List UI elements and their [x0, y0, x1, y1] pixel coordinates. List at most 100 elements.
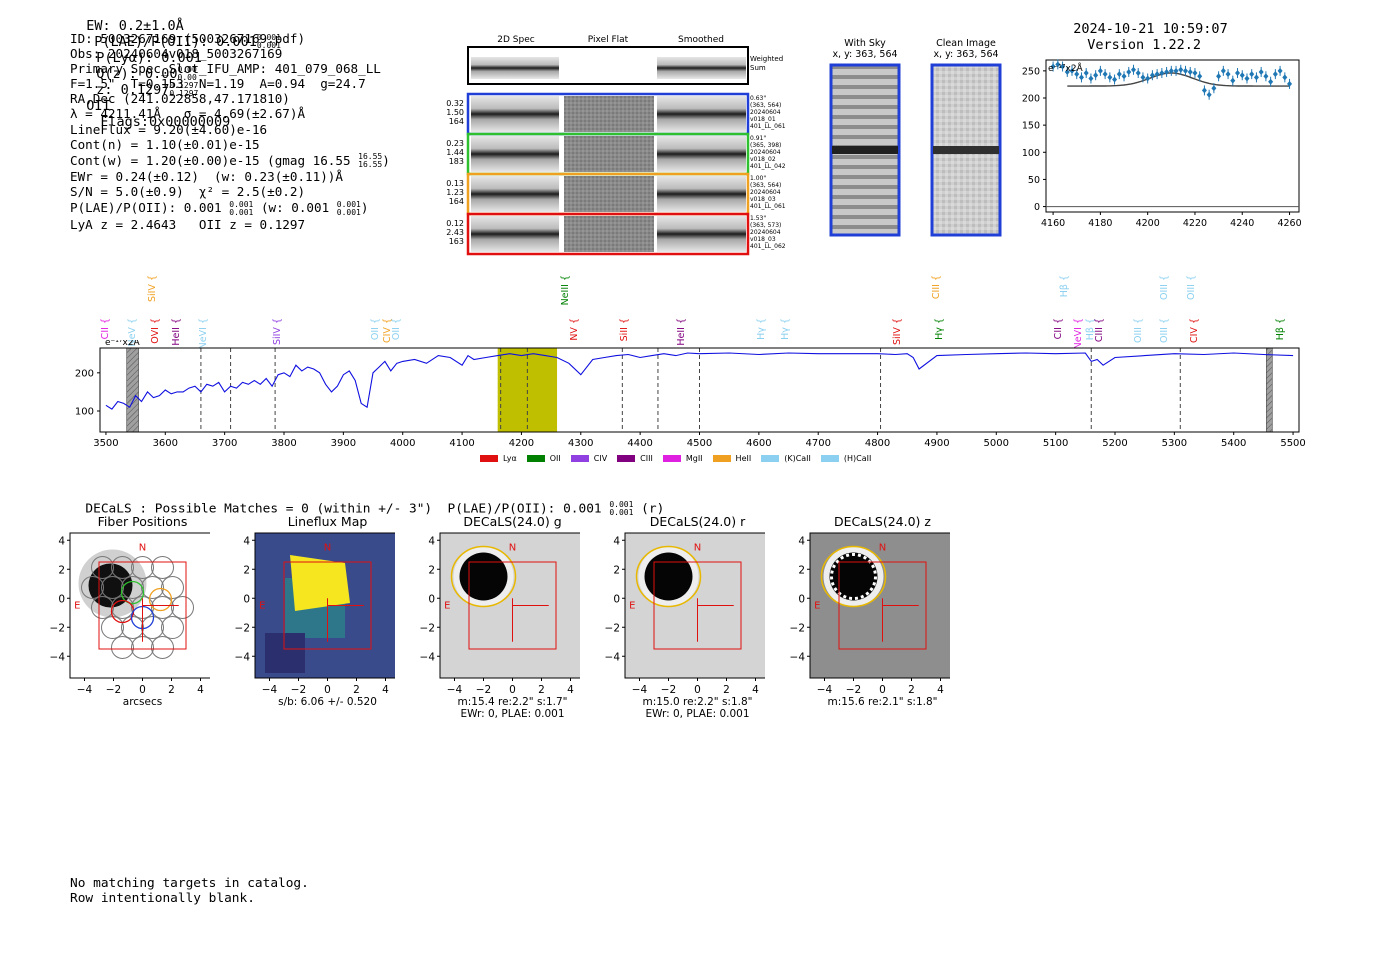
fiber-circle — [91, 596, 114, 619]
x-tick-label: −2 — [846, 684, 861, 696]
data-point — [1211, 85, 1217, 92]
decals-panels: Fiber Positions N E 4 2 0 −2 −4 −4 −2 0 2 4 arcsecs Li… — [0, 510, 1000, 725]
data-point — [1216, 73, 1222, 80]
data-point — [1060, 63, 1066, 70]
emission-line-label: Hγ { — [933, 318, 945, 340]
small-fit-axes — [1045, 59, 1300, 213]
panel-subtitle-2: EWr: 0, PLAE: 0.001 — [645, 708, 749, 720]
data-point — [1183, 67, 1189, 74]
x-tick-label: 4800 — [865, 438, 890, 449]
east-label: E — [629, 601, 635, 612]
x-tick-label: 0 — [694, 684, 701, 696]
y-tick-label: 4 — [243, 535, 250, 547]
with-sky-band — [832, 146, 898, 154]
header-z-range: 0.1297 0.1297 — [169, 81, 199, 98]
legend-item: OII — [526, 454, 561, 463]
data-point — [1055, 61, 1061, 68]
y-tick-label: −4 — [420, 651, 435, 663]
legend-swatch — [617, 455, 636, 462]
x-tick-label: −4 — [817, 684, 833, 696]
header-plae: P(LAE)/P(OII): 0.001 — [94, 34, 257, 50]
emission-line-label: OII { — [390, 318, 402, 341]
fiber-circle — [151, 596, 174, 619]
info-line: LineFlux = 9.20(±4.60)e-16 — [70, 121, 268, 137]
east-label: E — [814, 601, 820, 612]
footer-line-2: Row intentionally blank. — [70, 891, 255, 906]
cutout-col-2dspec: 2D Spec — [497, 35, 535, 45]
cutout-row-right-labels: 1.53" (363, 573) 20240604 v018_03 401_LL_062 — [750, 215, 786, 250]
data-point — [1164, 68, 1170, 75]
emission-line-label: OIII { — [1186, 275, 1198, 300]
x-tick-label: 5000 — [984, 438, 1009, 449]
footer-line-1: No matching targets in catalog. — [70, 876, 309, 891]
fiber-circle — [131, 556, 154, 579]
y-tick-label: 4 — [428, 535, 435, 547]
data-point — [1173, 67, 1179, 74]
emission-line-label: Hγ { — [779, 318, 791, 340]
data-point — [1078, 74, 1084, 81]
y-tick-label: −2 — [50, 622, 65, 634]
data-point — [1074, 71, 1080, 78]
info-sn: S/N = 5.0(±0.9) χ² = 2.5(±0.2) — [70, 184, 306, 200]
info-line: Obs: 20240604v018_5003267169 — [70, 46, 283, 62]
legend-label: Lyα — [503, 454, 517, 463]
fiber-orange — [148, 587, 173, 612]
fiber-green — [120, 580, 145, 605]
small-fit-plot: 250 200 150 100 50 0 4160 4180 4200 4220 4240 4260… — [1022, 59, 1302, 229]
header-z: z: 0.1297 — [96, 82, 170, 98]
y-tick-label: −2 — [235, 622, 250, 634]
spectrum-x-ticks: 3500 3600 3700 3800 3900 4000 4100 4200 4300 4400… — [93, 432, 1306, 449]
east-label: E — [259, 601, 265, 612]
x-tick-label: 5300 — [1162, 438, 1187, 449]
header-plae-range: 0.001 0.001 — [256, 33, 281, 50]
cutout-row-left-labels: 0.32 1.50 164 — [446, 99, 464, 126]
emission-line-label: OII { — [370, 318, 381, 341]
y-tick-label: 250 — [1022, 66, 1040, 77]
east-label: E — [444, 601, 450, 612]
info-line: Cont(n) = 1.10(±0.01)e-15 — [70, 136, 260, 152]
y-tick-label: 2 — [243, 564, 250, 576]
legend-item: HeII — [712, 454, 752, 463]
data-point — [1050, 63, 1056, 70]
x-tick-label: 4260 — [1277, 218, 1301, 229]
fiber-circle — [151, 556, 174, 579]
north-label: N — [509, 542, 516, 553]
data-point — [1135, 70, 1141, 77]
y-tick-label: 4 — [613, 535, 620, 547]
x-tick-label: 4000 — [390, 438, 415, 449]
y-tick-label: 0 — [798, 593, 805, 605]
panel-title: DECaLS(24.0) z — [834, 514, 931, 529]
panel-title: Fiber Positions — [98, 514, 188, 529]
panel-title: DECaLS(24.0) r — [650, 514, 746, 529]
source-ring — [830, 553, 877, 600]
x-tick-label: −2 — [106, 684, 121, 696]
small-fit-points — [1050, 59, 1293, 100]
panel-subtitle: m:15.6 re:2.1" s:1.8" — [828, 696, 938, 708]
weighted-sum-label: Weighted Sum — [750, 55, 784, 72]
legend-swatch — [662, 455, 681, 462]
x-tick-label: 4700 — [805, 438, 830, 449]
selection-box — [283, 561, 372, 650]
legend-label: MgII — [685, 454, 703, 463]
emission-line-label: SiII { — [619, 318, 631, 342]
emission-line-label: CIII { — [1094, 318, 1106, 343]
x-tick-label: 4240 — [1230, 218, 1254, 229]
flux-low — [265, 633, 305, 673]
legend-swatch — [761, 455, 780, 462]
data-point — [1225, 71, 1231, 78]
selection-box — [98, 561, 187, 650]
y-tick-label: 2 — [613, 564, 620, 576]
y-tick-label: 2 — [798, 564, 805, 576]
data-point — [1168, 67, 1174, 74]
legend-label: CIV — [593, 454, 608, 463]
aperture-ellipse — [820, 545, 887, 608]
y-tick-label: −2 — [420, 622, 435, 634]
spectrum-scale-label: e⁻¹⁷x2Å — [105, 340, 141, 348]
y-tick-label: 200 — [75, 368, 94, 379]
data-point — [1149, 72, 1155, 79]
data-point — [1178, 66, 1184, 73]
y-tick-label: 0 — [243, 593, 250, 605]
legend-label: HeII — [735, 454, 752, 463]
panel-subtitle: arcsecs — [123, 696, 162, 708]
